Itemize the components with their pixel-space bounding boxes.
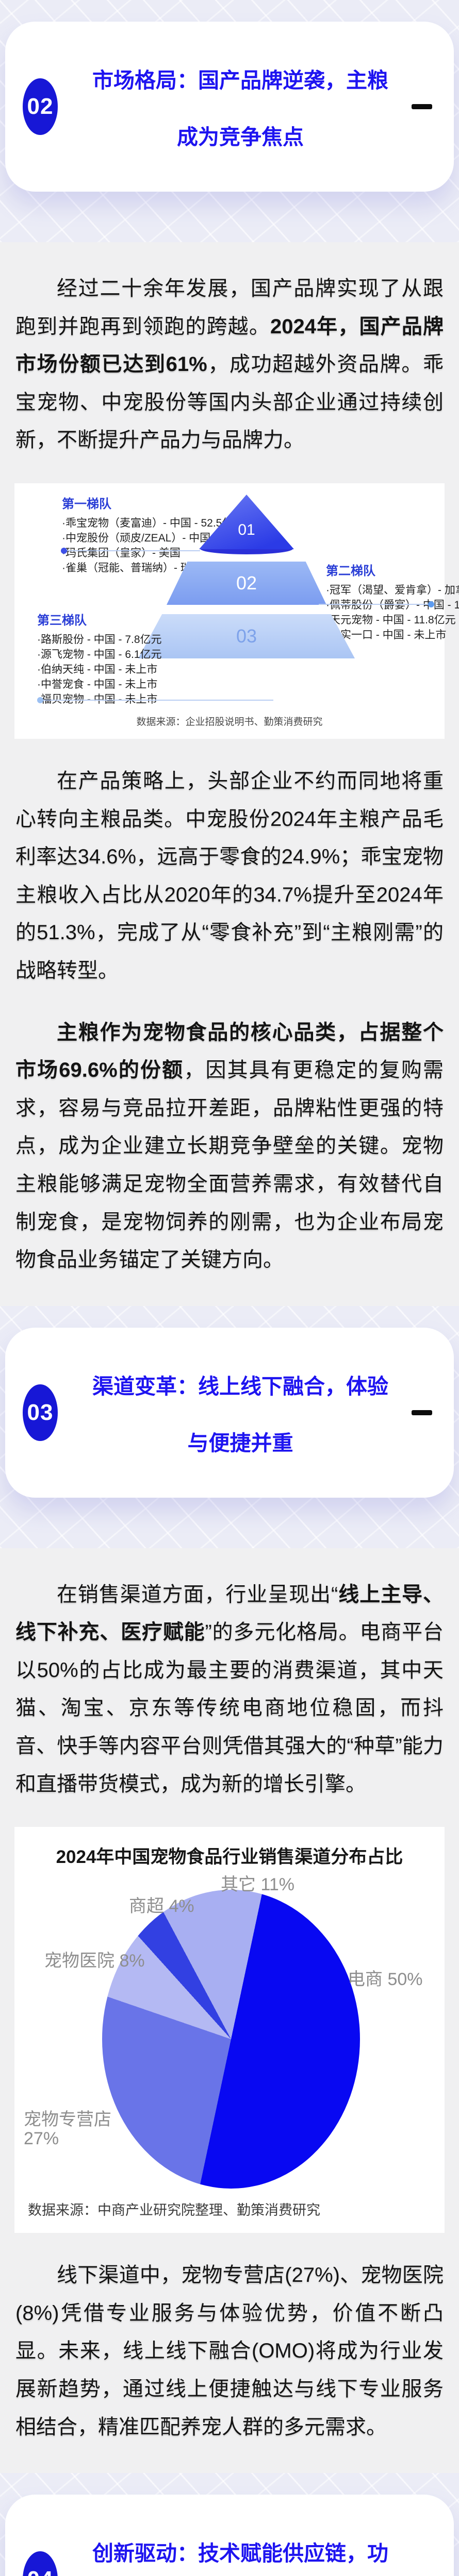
section-number: 04 [27,2567,54,2576]
market-pattern-body: 经过二十余年发展，国产品牌实现了从跟跑到并跑再到领跑的跨越。2024年，国产品牌… [0,242,459,1306]
list-item: ·源飞宠物 - 中国 - 6.1亿元 [37,648,162,660]
section-title-line1: 创新驱动：技术赋能供应链，功 [92,2541,388,2566]
tier3-title: 第三梯队 [37,613,87,628]
pie-label-ecommerce: 电商 50% [348,1970,423,1990]
tier1-title: 第一梯队 [62,497,111,511]
channel-pie-figure: 2024年中国宠物食品行业销售渠道分布占比 其它 11% 商超 4% 宠物医院 … [14,1827,445,2233]
title-dash [412,1410,432,1415]
pie-label-specialty-value: 27% [24,2129,59,2149]
title-dash [412,104,432,109]
paragraph-market-3: 主粮作为宠物食品的核心品类，占据整个市场69.6%的份额，因其具有更稳定的复购需… [15,1021,444,1272]
pie-label-other: 其它 11% [221,1875,294,1895]
list-item: ·冠军（渴望、爱肯拿）- 加拿大 [326,584,459,596]
pyramid-tier1-number: 01 [238,521,255,538]
section-number-badge: 04 [23,2551,58,2576]
paragraph-channel-1: 在销售渠道方面，行业呈现出“线上主导、线下补充、医疗赋能”的多元化格局。电商平台… [15,1583,444,1795]
section-title: 渠道变革：线上线下融合，体验 与便捷并重 [71,1328,409,1498]
list-item: ·伯纳天纯 - 中国 - 未上市 [37,663,158,675]
tier2-items: ·冠军（渴望、爱肯拿）- 加拿大 ·佩蒂股份（爵宴）- 中国 - 16.6亿元 ·天… [326,583,459,642]
pyramid-tier3-shape: 03 [138,614,355,658]
section-title: 创新驱动：技术赋能供应链，功 能性原料受青睐 [71,2495,409,2576]
figure2-source: 数据来源：中商产业研究院整理、勤策消费研究 [28,2202,320,2218]
pie-chart-title: 2024年中国宠物食品行业销售渠道分布占比 [56,1847,403,1868]
section-card-03: 03 渠道变革：线上线下融合，体验 与便捷并重 [5,1327,454,1498]
list-item: ·路斯股份 - 中国 - 7.8亿元 [37,633,162,646]
paragraph-channel-2: 线下渠道中，宠物专营店(27%)、宠物医院(8%)凭借专业服务与体验优势，价值不… [15,2264,444,2438]
channel-body: 在销售渠道方面，行业呈现出“线上主导、线下补充、医疗赋能”的多元化格局。电商平台… [0,1548,459,2473]
section-title: 市场格局：国产品牌逆袭，主粮 成为竞争焦点 [71,22,409,192]
tier1-leader-line [65,550,200,551]
paragraph-market-1: 经过二十余年发展，国产品牌实现了从跟跑到并跑再到领跑的跨越。2024年，国产品牌… [15,277,444,452]
pie-label-hospital: 宠物医院 8% [44,1951,145,1971]
section-header-02: 02 市场格局：国产品牌逆袭，主粮 成为竞争焦点 [0,0,459,242]
tier2-leader-line [319,603,431,605]
brand-tier-pyramid-figure: 第一梯队 ·乖宝宠物（麦富迪）- 中国 - 52.5亿元 ·中宠股份（顽皮/ZEA… [14,483,459,739]
section-title-line1: 渠道变革：线上线下融合，体验 [92,1374,388,1398]
pyramid-tier2-shape: 02 [167,561,326,605]
section-number: 03 [27,1399,54,1425]
section-card-02: 02 市场格局：国产品牌逆袭，主粮 成为竞争焦点 [5,22,454,192]
tier3-leader-dot [37,697,43,703]
section-title-line2: 与便捷并重 [187,1431,293,1455]
pyramid-tier2-number: 02 [236,572,257,594]
list-item: ·福贝宠物 - 中国 - 未上市 [37,693,158,705]
tier2-label-block: 第二梯队 ·冠军（渴望、爱肯拿）- 加拿大 ·佩蒂股份（爵宴）- 中国 - 16.… [326,561,459,642]
section-header-03: 03 渠道变革：线上线下融合，体验 与便捷并重 [0,1306,459,1548]
pyramid-tier3-number: 03 [236,625,257,647]
tier1-leader-dot [61,547,67,554]
section-number: 02 [27,94,54,119]
list-item: ·乖宝宠物（麦富迪）- 中国 - 52.5亿元 [62,517,244,529]
paragraph-market-2: 在产品策略上，头部企业不约而同地将重心转向主粮品类。中宠股份2024年主粮产品毛… [15,769,444,982]
tier3-items: ·路斯股份 - 中国 - 7.8亿元 ·源飞宠物 - 中国 - 6.1亿元 ·伯纳天… [37,632,162,707]
section-header-04: 04 创新驱动：技术赋能供应链，功 能性原料受青睐 [0,2473,459,2576]
figure1-source: 数据来源：企业招股说明书、勤策消费研究 [136,716,323,727]
section-number-badge: 03 [23,1384,58,1441]
list-item: ·佩蒂股份（爵宴）- 中国 - 16.6亿元 [326,599,459,611]
list-item: ·雀巢（冠能、普瑞纳）- 瑞士 [62,562,202,574]
pie-label-supermarket: 商超 4% [129,1896,194,1917]
tier3-label-block: 第三梯队 ·路斯股份 - 中国 - 7.8亿元 ·源飞宠物 - 中国 - 6.1亿… [37,610,162,707]
pie-chart [102,1890,360,2189]
list-item: ·中誉宠食 - 中国 - 未上市 [37,678,158,690]
pie-label-specialty: 宠物专营店 [24,2110,111,2130]
tier2-leader-dot [428,601,434,607]
tier2-title: 第二梯队 [326,564,375,578]
section-card-04: 04 创新驱动：技术赋能供应链，功 能性原料受青睐 [5,2495,454,2576]
list-item: ·天元宠物 - 中国 - 11.8亿元 [326,614,456,626]
section-title-line1: 市场格局：国产品牌逆袭，主粮 [92,69,388,92]
tier3-leader-line [41,699,273,701]
section-title-line2: 成为竞争焦点 [177,125,304,149]
list-item: ·玛氏集团（皇家）- 美国 [62,547,181,559]
section-number-badge: 02 [23,78,58,135]
list-item: ·诚实一口 - 中国 - 未上市 [326,629,447,641]
